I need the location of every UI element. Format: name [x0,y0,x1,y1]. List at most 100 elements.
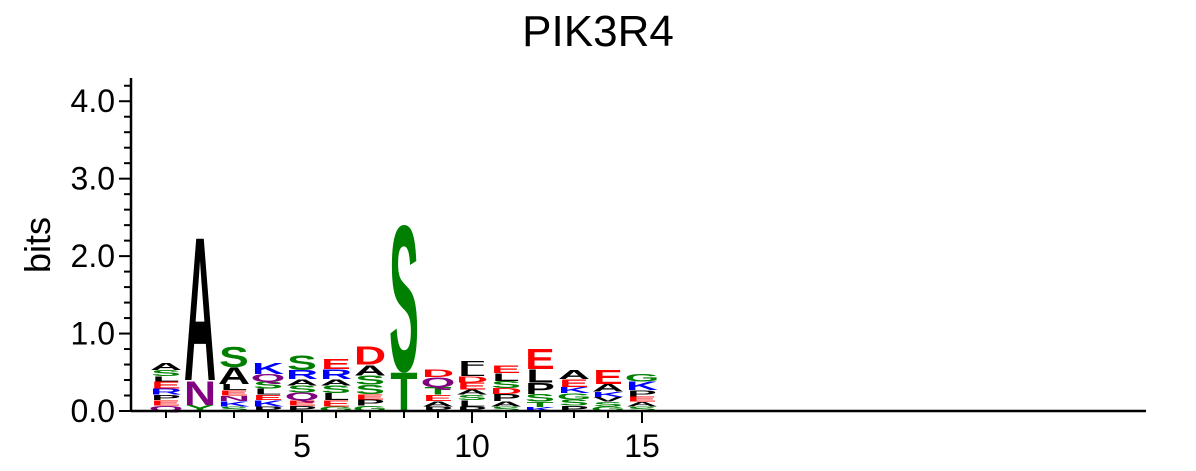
y-axis-label: bits [17,217,58,273]
logo-letter: E [423,393,453,403]
logo-letter: S [593,400,623,407]
logo-letter: L [254,387,281,397]
logo-letter: L [220,382,247,392]
logo-letter: S [559,398,589,408]
logo-letter: K [218,400,250,409]
logo-letter: S [287,351,317,375]
logo-letter: A [626,400,658,407]
logo-letter: A [422,400,454,409]
logo-letter: G [319,405,354,412]
logo-letter: E [559,377,589,389]
logo-letter: P [627,388,657,398]
logo-letter: Q [285,391,320,403]
logo-letter: P [457,405,487,412]
logo-letter: F [458,359,485,371]
logo-letter: E [287,399,317,408]
logo-letter: D [422,367,454,379]
logo-letter: K [626,380,659,393]
x-tick-label: 5 [293,428,311,464]
logo-letter: K [592,390,624,399]
logo-letter: R [150,387,182,397]
logo-letter: G [353,404,388,413]
logo-letter: E [593,366,623,388]
logo-letter: P [253,405,283,412]
logo-letter: S [219,405,249,412]
logo-letter: L [458,367,485,379]
logo-letter: Q [251,372,286,384]
logo-letter: R [286,367,318,382]
x-tick-label: 10 [454,428,490,464]
logo-letter: S [491,405,521,412]
logo-letter: S [355,373,385,388]
logo-letter: L [322,391,349,402]
logo-letter: A [184,195,216,424]
logo-letter: D [354,341,386,370]
logo-letter: S [321,384,351,396]
logo-letter: G [557,392,592,402]
logo-letter: K [558,385,590,395]
logo-letter: A [286,378,318,388]
logo-letter: E [355,393,385,402]
logo-letter: S [491,379,521,390]
y-tick-label: 3.0 [71,161,115,197]
logo-letter: L [526,366,553,386]
logo-letter: D [456,375,488,385]
logo-letter: S [151,368,181,378]
logo-letter: D [490,386,522,396]
logo-letter: P [491,392,521,403]
y-tick-label: 4.0 [71,83,115,119]
logo-letter: S [287,384,317,395]
logo-letter: N [218,394,250,403]
logo-letter: Y [185,403,215,413]
logo-letter: P [151,393,181,402]
logo-letter: P [559,404,589,413]
logo-letter: E [151,380,181,391]
logo-letter: E [627,395,657,404]
chart-title: PIK3R4 [522,7,674,56]
y-tick-label: 1.0 [71,316,115,352]
logo-letter: A [320,378,352,388]
logo-stack: YNA [184,195,216,424]
logo-letter: T [526,400,554,409]
logo-letter: A [150,361,182,372]
logo-letter: L [492,371,519,383]
logo-letter: E [219,389,249,398]
logo-letter: K [252,399,284,409]
logo-letter: T [424,385,451,397]
y-tick-label: 0.0 [71,393,115,429]
logo-letter: S [219,341,249,373]
logo-letter: G [591,405,626,412]
logo-letter: A [592,382,624,394]
axes: 0.0 1.0 2.0 3.0 4.0 5 10 15 [71,78,1146,464]
logo-letter: S [525,392,555,404]
logo-letter: Q [421,374,456,390]
logo-letter: P [423,405,453,412]
logo-letter: K [524,406,556,412]
logo-letter: S [355,382,385,397]
logo-letter: E [151,399,181,408]
logo-letter: S [457,393,487,402]
logo-letter: K [252,360,284,378]
logo-letter: A [218,363,250,390]
logo-letter: L [458,399,485,409]
x-tick-label: 15 [624,428,660,464]
logo-letter: E [321,399,351,409]
logo-letter: S [389,181,419,415]
logo-letter: P [355,398,385,408]
logo-letter: A [456,388,488,397]
logo-letter: S [253,380,283,391]
